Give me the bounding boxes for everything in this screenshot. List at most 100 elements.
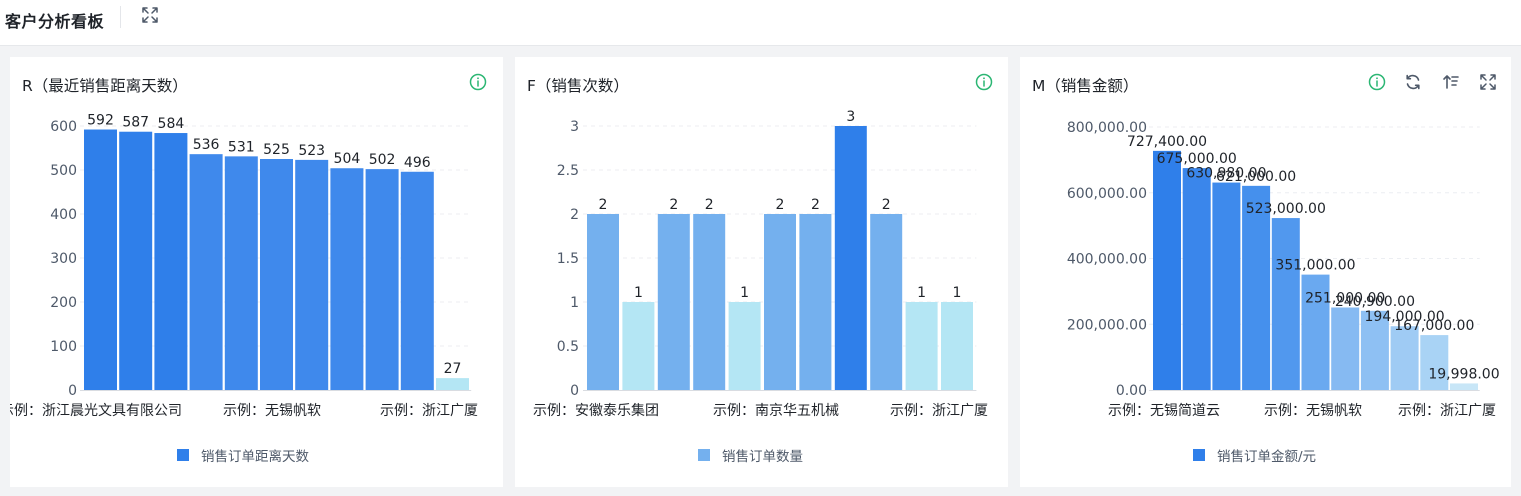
bar-value-label: 167,000.00: [1394, 318, 1474, 334]
y-tick-label: 400,000.00: [1067, 252, 1147, 268]
y-tick-label: 0.00: [1116, 383, 1147, 399]
bar[interactable]: [400, 171, 434, 390]
x-tick-label: 示例：南京华五机械: [713, 403, 839, 419]
bar-value-label: 1: [740, 285, 749, 301]
recency-bar-chart: 0 100 200 300 400 500 600 592 587 584 536 531 525 523…: [10, 113, 478, 419]
bar[interactable]: [1301, 274, 1330, 390]
bar[interactable]: [1153, 150, 1181, 390]
bar[interactable]: [728, 302, 761, 390]
bar[interactable]: [693, 214, 726, 390]
y-tick-label: 100: [50, 339, 77, 355]
bar-value-label: 584: [158, 116, 185, 132]
chart-legend[interactable]: 销售订单数量: [698, 445, 803, 465]
bar-value-label: 523: [298, 143, 325, 159]
bar[interactable]: [941, 302, 973, 390]
y-tick-label: 800,000.00: [1067, 120, 1147, 136]
bar[interactable]: [657, 214, 690, 390]
chart-legend[interactable]: 销售订单距离天数: [177, 445, 309, 465]
bar-value-label: 630,980.00: [1186, 166, 1266, 182]
info-icon[interactable]: [1368, 73, 1386, 91]
y-tick-label: 3: [570, 119, 579, 135]
x-tick-label: 示例：浙江广厦: [890, 403, 988, 419]
bar[interactable]: [436, 378, 469, 390]
bar[interactable]: [260, 159, 293, 390]
y-tick-label: 2: [570, 207, 579, 223]
bar[interactable]: [295, 159, 329, 390]
bar-value-label: 2: [882, 197, 891, 213]
y-tick-label: 0: [570, 383, 579, 399]
bar[interactable]: [799, 214, 832, 390]
bar-value-label: 727,400.00: [1127, 134, 1207, 150]
bar[interactable]: [330, 168, 364, 390]
bar[interactable]: [1212, 182, 1241, 390]
y-tick-label: 0: [68, 383, 77, 399]
bar[interactable]: [870, 214, 903, 390]
x-tick-label: 示例：浙江广厦: [1398, 403, 1496, 419]
chart-card-frequency: F（销售次数） 0 0.5 1 1.5 2 2.5 3 2 1 2 2 1 2 2 3 2 1 1 示例：安徽泰乐集…: [515, 57, 1008, 487]
y-tick-label: 600: [50, 119, 77, 135]
bar-value-label: 19,998.00: [1428, 366, 1499, 382]
y-tick-label: 1.5: [557, 251, 579, 267]
dashboard-header: 客户分析看板: [0, 0, 1521, 46]
bar-value-label: 587: [122, 115, 149, 131]
bar-value-label: 621,000.00: [1216, 169, 1296, 185]
sort-icon[interactable]: [1442, 73, 1460, 91]
bar[interactable]: [154, 133, 188, 390]
bar-value-label: 351,000.00: [1275, 258, 1355, 274]
legend-label: 销售订单距离天数: [201, 449, 309, 465]
bar[interactable]: [189, 154, 223, 390]
y-tick-label: 200,000.00: [1067, 317, 1147, 333]
refresh-icon[interactable]: [1404, 73, 1422, 91]
chart-legend[interactable]: 销售订单金额/元: [1193, 445, 1316, 465]
expand-icon[interactable]: [1479, 73, 1497, 91]
bar-value-label: 1: [634, 285, 643, 301]
bar[interactable]: [1450, 383, 1478, 390]
bar-value-label: 1: [917, 285, 926, 301]
info-icon[interactable]: [469, 73, 487, 91]
bar-value-label: 251,000.00: [1305, 290, 1385, 306]
bar[interactable]: [1360, 310, 1389, 390]
frequency-bar-chart: 0 0.5 1 1.5 2 2.5 3 2 1 2 2 1 2 2 3 2 1 1 示例：安徽泰乐集团 示例：南京华五…: [533, 109, 988, 419]
info-icon[interactable]: [975, 73, 993, 91]
bar-value-label: 240,900.00: [1335, 294, 1415, 310]
legend-swatch: [177, 449, 189, 461]
bar-value-label: 2: [776, 197, 785, 213]
y-tick-label: 300: [50, 251, 77, 267]
x-tick-label: 示例：无锡帆软: [223, 403, 321, 419]
bar[interactable]: [1271, 218, 1300, 390]
bar-value-label: 504: [334, 151, 361, 167]
y-tick-label: 500: [50, 163, 77, 179]
bar[interactable]: [905, 302, 938, 390]
bar[interactable]: [1390, 326, 1419, 390]
bar-value-label: 496: [404, 155, 431, 171]
header-divider: [120, 6, 121, 28]
chart-title: F（销售次数）: [527, 77, 629, 95]
bar-value-label: 194,000.00: [1365, 309, 1445, 325]
bar[interactable]: [1331, 307, 1360, 390]
x-tick-label: 示例：无锡简道云: [1108, 402, 1220, 419]
bar[interactable]: [224, 156, 258, 390]
bar[interactable]: [1242, 185, 1271, 390]
y-tick-label: 200: [50, 295, 77, 311]
bar[interactable]: [834, 126, 867, 390]
bar-value-label: 675,000.00: [1157, 151, 1237, 167]
chart-card-monetary: M（销售金额） 0.00 200,000.00 400,000.00 600,000.…: [1020, 57, 1511, 487]
bar[interactable]: [622, 302, 655, 390]
bar[interactable]: [365, 169, 399, 390]
bar-value-label: 531: [228, 139, 255, 155]
bar[interactable]: [764, 214, 796, 390]
y-tick-label: 400: [50, 207, 77, 223]
x-tick-label: 示例：浙江广厦: [380, 403, 478, 419]
legend-swatch: [1193, 449, 1205, 461]
bar[interactable]: [587, 214, 619, 390]
y-tick-label: 2.5: [557, 163, 579, 179]
bar-value-label: 2: [599, 197, 608, 213]
bar[interactable]: [1420, 335, 1449, 390]
y-tick-label: 1: [570, 295, 579, 311]
expand-icon[interactable]: [141, 6, 159, 24]
bar-value-label: 523,000.00: [1246, 201, 1326, 217]
x-tick-label: 示例：浙江晨光文具有限公司: [10, 403, 182, 419]
bar[interactable]: [119, 131, 153, 390]
bar[interactable]: [1182, 168, 1211, 390]
bar[interactable]: [84, 129, 117, 390]
